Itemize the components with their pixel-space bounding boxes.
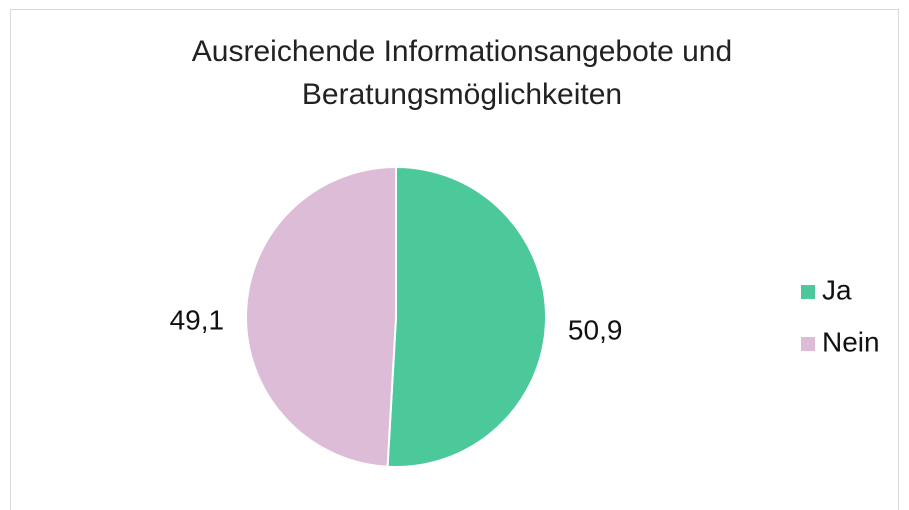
- legend-label: Ja: [822, 274, 852, 305]
- legend-swatch: [801, 285, 815, 299]
- data-label: 49,1: [170, 305, 225, 336]
- legend-swatch: [801, 337, 815, 351]
- pie-slice: [386, 165, 547, 468]
- data-label: 50,9: [568, 314, 623, 345]
- chart-title: Ausreichende Informationsangebote und Be…: [191, 35, 733, 111]
- pie-slice: [245, 165, 397, 468]
- chart-frame: [10, 9, 899, 510]
- legend-label: Nein: [822, 326, 880, 357]
